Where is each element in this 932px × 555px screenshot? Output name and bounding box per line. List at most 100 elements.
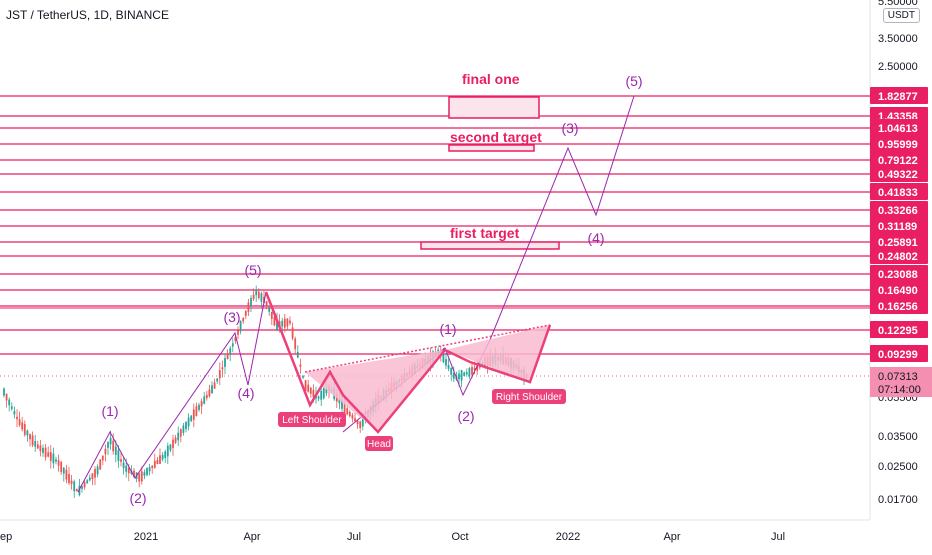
price-level-tag xyxy=(870,119,928,136)
first-target-box xyxy=(420,241,560,250)
price-level-tag xyxy=(870,201,928,218)
candle-body xyxy=(10,406,13,409)
price-level-label: 0.79122 xyxy=(878,155,918,167)
candle-body xyxy=(473,367,476,371)
candle-body xyxy=(99,459,102,470)
candle-body xyxy=(260,293,263,302)
candle-body xyxy=(252,294,255,299)
wave-label: (2) xyxy=(129,490,146,506)
candle-body xyxy=(34,441,37,447)
candle-body xyxy=(309,387,312,394)
candle-body xyxy=(73,481,76,492)
wave-label: (3) xyxy=(223,309,240,325)
x-tick-label: Oct xyxy=(451,531,468,543)
candle-body xyxy=(221,367,224,370)
candle-body xyxy=(458,373,460,380)
candle-body xyxy=(21,422,24,430)
candle-body xyxy=(179,429,182,437)
candle-body xyxy=(205,394,208,399)
candle-body xyxy=(294,338,297,350)
candle-body xyxy=(226,354,229,360)
candle-body xyxy=(96,466,99,475)
candle-body xyxy=(81,486,83,489)
wave-label: (4) xyxy=(237,385,254,401)
x-tick-label: Jul xyxy=(771,531,785,543)
wave-label: (4) xyxy=(587,230,604,246)
candle-body xyxy=(146,468,148,476)
candle-body xyxy=(356,420,359,425)
price-level-label: 1.82877 xyxy=(878,91,918,103)
currency-badge[interactable]: USDT xyxy=(882,8,920,23)
candle-body xyxy=(88,477,91,481)
candle-body xyxy=(447,365,450,369)
candle-body xyxy=(52,453,55,464)
elliott-wave-line xyxy=(77,291,267,493)
candle-body xyxy=(156,459,159,464)
pattern-tag xyxy=(492,389,566,404)
pattern-tag-label: Head xyxy=(367,439,391,450)
candle-body xyxy=(320,390,323,400)
price-level-tag xyxy=(870,183,928,200)
candle-body xyxy=(273,317,276,326)
pattern-fill-left xyxy=(305,350,445,432)
current-price-label: 0.07313 xyxy=(878,371,918,383)
x-tick-label: Apr xyxy=(243,531,260,543)
candle-body xyxy=(140,471,143,482)
x-tick-label: 2022 xyxy=(556,531,580,543)
candle-body xyxy=(112,440,115,452)
x-tick-label: Jul xyxy=(347,531,361,543)
candle-body xyxy=(94,468,96,478)
candle-body xyxy=(143,472,146,476)
candle-body xyxy=(229,348,232,354)
candle-body xyxy=(234,336,237,342)
price-level-label: 0.16256 xyxy=(878,301,918,313)
candle-body xyxy=(237,330,239,335)
candle-body xyxy=(195,406,198,416)
candle-body xyxy=(117,450,120,462)
candle-body xyxy=(60,461,63,473)
candle-body xyxy=(445,359,447,366)
candle-body xyxy=(200,401,203,407)
candle-body xyxy=(224,358,226,367)
candle-body xyxy=(104,448,107,455)
candle-body xyxy=(190,415,193,422)
candle-body xyxy=(463,372,466,377)
candle-body xyxy=(148,467,151,472)
candle-body xyxy=(231,343,234,347)
candle-body xyxy=(172,439,174,449)
candle-body xyxy=(361,415,364,427)
pattern-tag-label: Right Shoulder xyxy=(496,392,563,403)
neckline xyxy=(304,324,551,373)
price-level-tag xyxy=(870,247,928,264)
candle-body xyxy=(182,425,185,433)
candle-body xyxy=(250,297,252,307)
x-tick-label: ep xyxy=(0,531,12,543)
candle-body xyxy=(5,393,8,401)
candle-body xyxy=(307,384,310,392)
price-level-label: 1.04613 xyxy=(878,123,918,135)
price-level-tag xyxy=(870,165,928,182)
candle-body xyxy=(120,459,122,462)
target-label: final one xyxy=(462,71,520,87)
candle-body xyxy=(127,467,130,474)
candle-body xyxy=(68,473,70,484)
candle-body xyxy=(213,382,216,389)
price-level-tag xyxy=(870,281,928,298)
candle-body xyxy=(70,480,73,485)
price-level-tag xyxy=(870,345,928,362)
candle-body xyxy=(161,454,164,460)
candle-body xyxy=(359,421,362,429)
pattern-fill-right xyxy=(445,325,550,382)
candle-body xyxy=(78,485,81,496)
candle-body xyxy=(36,444,39,449)
candle-body xyxy=(354,418,356,422)
candle-body xyxy=(255,289,258,296)
candle-body xyxy=(286,318,289,327)
price-level-tag xyxy=(870,151,928,168)
candle-body xyxy=(317,396,320,399)
candle-body xyxy=(211,385,213,394)
price-level-label: 0.41833 xyxy=(878,187,918,199)
price-level-label: 0.33266 xyxy=(878,205,918,217)
